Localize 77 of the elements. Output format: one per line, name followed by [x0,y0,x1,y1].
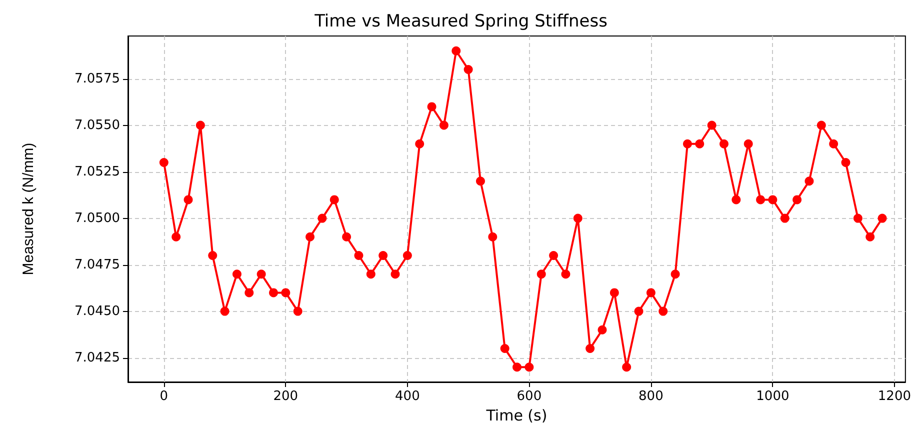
y-tick-label: 7.0425 [74,350,120,366]
point [586,344,595,354]
x-tick-label: 0 [160,389,168,404]
y-tick-label: 7.0500 [74,210,120,226]
y-tick-label: 7.0525 [74,164,120,180]
point [622,362,632,372]
point [269,288,278,298]
point [318,214,327,223]
x-tick-label: 400 [395,389,420,404]
point [792,195,802,204]
point [256,270,266,279]
point [829,139,838,148]
point [354,251,364,260]
point [184,195,193,204]
point [464,64,473,74]
point [598,325,607,334]
point [500,344,510,354]
point [306,232,315,242]
x-tick-label: 800 [638,389,664,404]
point [427,102,436,112]
point [342,232,352,242]
x-axis-title: Time (s) [485,406,548,424]
point [744,139,753,148]
point [610,288,619,298]
point [488,232,498,242]
point [573,214,582,223]
y-tick-label: 7.0575 [74,71,120,86]
point [415,139,424,148]
point [452,46,461,56]
point [720,139,728,148]
point [670,270,680,279]
chart-title: Time vs Measured Spring Stiffness [314,12,608,32]
point [853,214,862,223]
point [816,120,826,130]
point [512,362,522,372]
point [220,306,230,316]
point [390,270,400,279]
x-tick-label: 1200 [878,389,912,404]
point [366,270,376,279]
point [682,139,692,148]
point [866,232,875,242]
y-tick-label: 7.0475 [74,257,120,272]
point [646,288,656,298]
point [476,176,485,186]
point [244,288,254,298]
point [293,306,302,316]
x-tick-label: 1000 [756,389,790,404]
point [196,120,205,130]
point [524,362,534,372]
point [439,120,448,130]
point [378,251,388,260]
point [732,195,741,204]
point [804,176,814,186]
point [159,158,168,167]
y-tick-label: 7.0450 [74,304,120,319]
point [232,270,242,279]
x-tick-label: 200 [273,389,298,404]
y-axis-title: Measured k (N/mm) [20,142,37,276]
point [780,214,790,223]
point [549,251,558,260]
point [330,195,339,204]
point [281,288,290,298]
point [561,270,570,279]
point [208,251,218,260]
point [878,214,887,223]
point [172,232,181,242]
point [841,158,850,167]
point [658,306,668,316]
point [536,270,546,279]
point [768,195,778,204]
point [756,195,766,204]
point [707,120,716,130]
x-tick-label: 600 [516,389,542,404]
point [402,251,412,260]
y-tick-label: 7.0550 [74,118,120,133]
point [695,139,704,148]
point [634,306,644,316]
